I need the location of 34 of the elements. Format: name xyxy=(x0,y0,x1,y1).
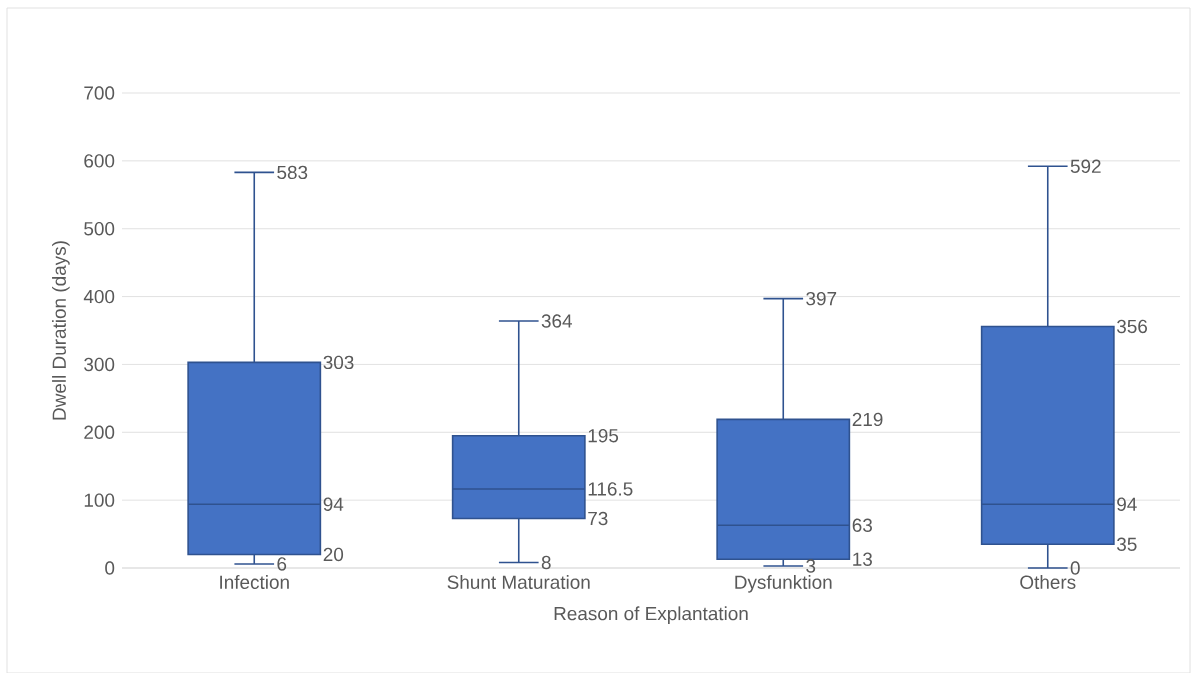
annotation: 13 xyxy=(853,552,872,566)
annotation: 219 xyxy=(852,412,883,427)
annotation: 116.5 xyxy=(588,482,633,496)
annotation: 8 xyxy=(541,555,551,570)
y-tick-label: 500 xyxy=(84,222,115,236)
annotation: 364 xyxy=(541,314,572,328)
annotation: 195 xyxy=(588,428,619,443)
annotation: 356 xyxy=(1116,319,1148,334)
x-tick-label: Dysfunktion xyxy=(735,575,832,593)
annotation: 94 xyxy=(323,497,344,511)
x-axis-title: Reason of Explantation xyxy=(554,606,748,625)
x-tick-label: Shunt Maturation xyxy=(447,575,590,589)
annotation: 35 xyxy=(1116,537,1137,551)
y-tick-label: 100 xyxy=(84,493,115,507)
annotation: 303 xyxy=(323,355,354,370)
y-tick-label: 300 xyxy=(84,357,115,372)
x-tick-label: Infection xyxy=(220,575,289,589)
y-tick-label: 200 xyxy=(84,425,115,439)
x-tick-label: Others xyxy=(1020,575,1076,589)
y-tick-label: 400 xyxy=(83,289,115,304)
annotation: 3 xyxy=(806,559,816,573)
annotation: 73 xyxy=(588,511,608,526)
annotation: 0 xyxy=(1070,561,1080,575)
annotation: 397 xyxy=(806,291,837,306)
y-axis-title: Dwell Duration (days) xyxy=(52,241,70,420)
annotation: 94 xyxy=(1117,497,1137,511)
y-tick-label: 0 xyxy=(105,561,115,575)
annotation: 20 xyxy=(323,547,344,562)
annotation: 6 xyxy=(277,557,287,571)
y-tick-label: 700 xyxy=(84,86,115,100)
y-tick-label: 600 xyxy=(84,154,115,168)
annotation: 583 xyxy=(277,165,308,180)
annotation: 592 xyxy=(1070,159,1101,173)
annotation: 63 xyxy=(852,518,872,532)
